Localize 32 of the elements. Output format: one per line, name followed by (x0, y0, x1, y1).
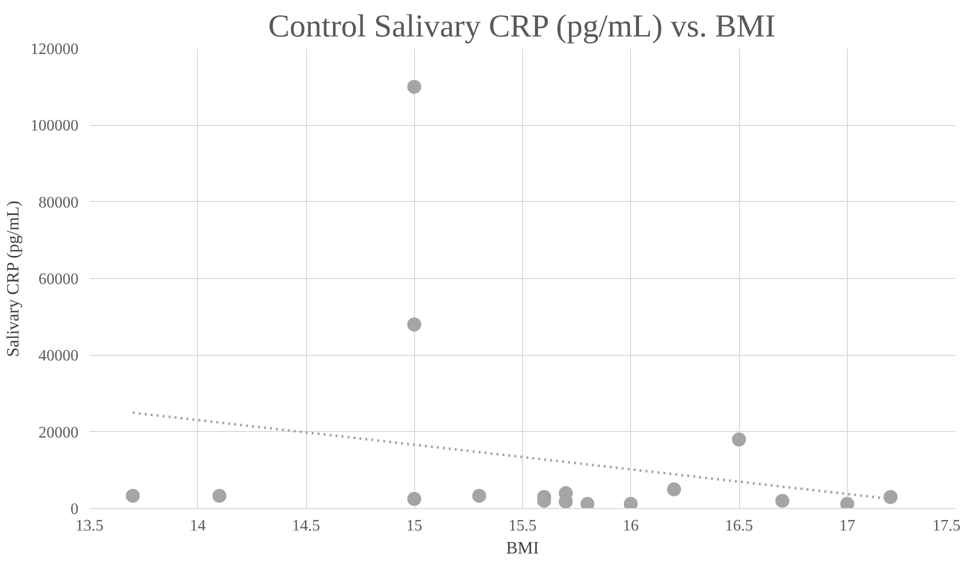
x-tick-label: 14.5 (292, 518, 320, 534)
x-tick-label: 15 (406, 518, 422, 534)
x-tick-label: 15.5 (508, 518, 536, 534)
y-axis-title: Salivary CRP (pg/mL) (4, 200, 22, 357)
point (884, 490, 898, 504)
point (580, 496, 594, 508)
point (407, 318, 422, 332)
point (407, 492, 422, 506)
point (840, 496, 854, 508)
point (126, 488, 140, 503)
x-tick-label: 17 (839, 518, 856, 534)
point (212, 488, 226, 503)
x-tick-label: 17.5 (932, 518, 960, 534)
point (732, 432, 746, 446)
y-tick-label: 100000 (30, 118, 78, 135)
chart-title: Control Salivary CRP (pg/mL) vs. BMI (268, 8, 776, 44)
x-axis-title: BMI (506, 538, 540, 558)
point (407, 80, 422, 94)
y-tick-label: 40000 (38, 348, 78, 365)
y-tick-label: 120000 (30, 41, 78, 58)
y-tick-label: 0 (70, 501, 78, 518)
point (472, 488, 486, 503)
point (775, 494, 790, 508)
x-tick-label: 16.5 (725, 518, 753, 534)
y-tick-label: 80000 (38, 194, 78, 212)
x-tick-label: 16 (622, 518, 639, 534)
x-tick-label: 14 (190, 518, 206, 534)
x-tick-label: 13.5 (76, 518, 104, 534)
point (667, 482, 682, 496)
point (624, 496, 638, 508)
y-tick-label: 20000 (38, 424, 78, 442)
y-tick-label: 60000 (38, 271, 78, 288)
